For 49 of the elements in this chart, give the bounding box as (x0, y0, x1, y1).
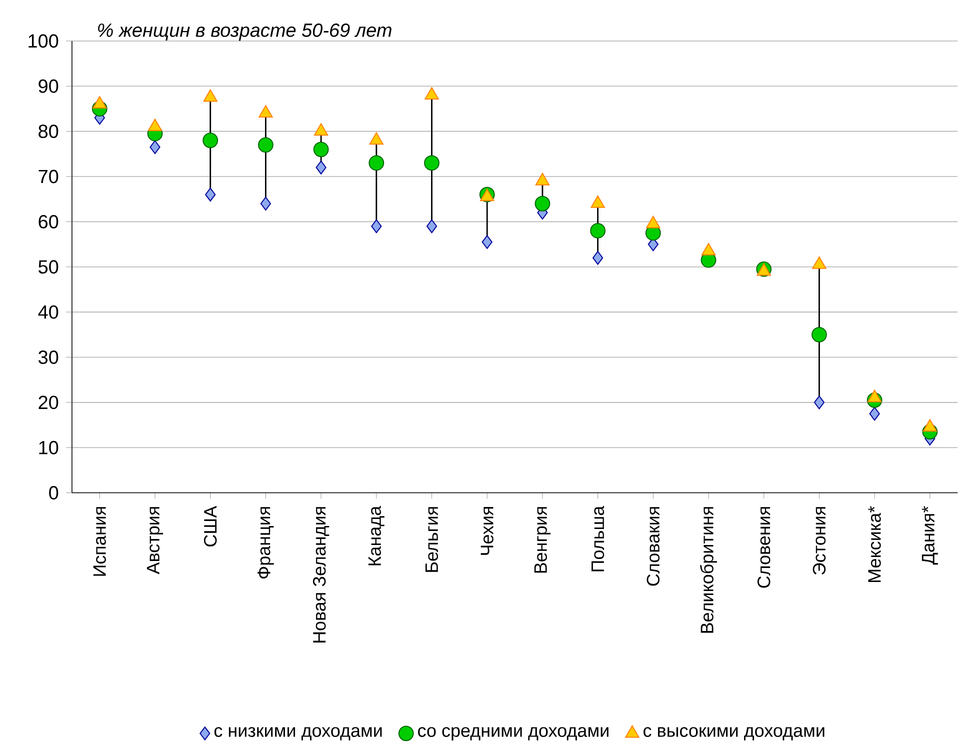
y-tick-label: 20 (38, 396, 58, 410)
x-tick-label: Словения (757, 507, 770, 588)
point (313, 142, 329, 158)
x-tick-label: Чехия (480, 507, 494, 555)
x-tick-label: Новая Зеландия (312, 507, 330, 643)
y-tick-label: 70 (38, 170, 58, 184)
point (316, 160, 326, 175)
point (482, 235, 492, 250)
x-tick-label: Словакия (646, 507, 660, 586)
point (534, 196, 550, 212)
x-tick-label: Австрия (146, 507, 164, 574)
x-tick-label: Польша (592, 506, 604, 572)
point (205, 188, 216, 202)
point (371, 219, 382, 234)
x-tick-label: Мексика* (868, 506, 881, 582)
point (424, 155, 440, 171)
y-tick-label: 10 (39, 441, 58, 454)
y-tick-label: 40 (38, 305, 58, 319)
x-tick-label: Венгрия (534, 507, 551, 573)
point (812, 327, 827, 342)
point (202, 132, 218, 148)
x-tick-label: Канада (368, 506, 384, 566)
legend-label: со средними доходами (418, 727, 608, 741)
point (814, 396, 825, 410)
point (258, 137, 274, 153)
x-tick-label: Франция (258, 507, 274, 579)
point (592, 251, 604, 265)
y-tick-label: 60 (38, 215, 58, 229)
x-tick-label: Испания (93, 507, 106, 576)
y-tick-label: 50 (38, 260, 58, 274)
legend-label: с высокими доходами (644, 727, 824, 740)
point (869, 406, 880, 421)
x-tick-label: США (204, 506, 217, 547)
x-tick-label: Эстония (812, 507, 826, 575)
point (260, 196, 271, 211)
y-tick-label: 0 (49, 486, 58, 500)
y-tick-label: 30 (38, 350, 58, 364)
y-tick-label: 80 (38, 124, 58, 138)
x-tick-label: Дания* (922, 506, 938, 565)
y-tick-label: 100 (28, 34, 58, 48)
x-tick-label: Бельгия (425, 507, 438, 572)
chart-title: % женщин в возрасте 50-69 лет (98, 24, 392, 41)
point (426, 219, 438, 234)
point (150, 140, 160, 154)
x-tick-label: Великобритиня (700, 507, 717, 633)
point (590, 223, 606, 239)
point (368, 155, 384, 171)
y-tick-label: 90 (38, 80, 58, 94)
legend-label: с низкими доходами (214, 727, 382, 740)
